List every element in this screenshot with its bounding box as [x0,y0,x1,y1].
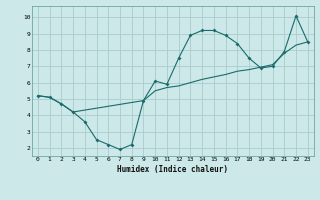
X-axis label: Humidex (Indice chaleur): Humidex (Indice chaleur) [117,165,228,174]
